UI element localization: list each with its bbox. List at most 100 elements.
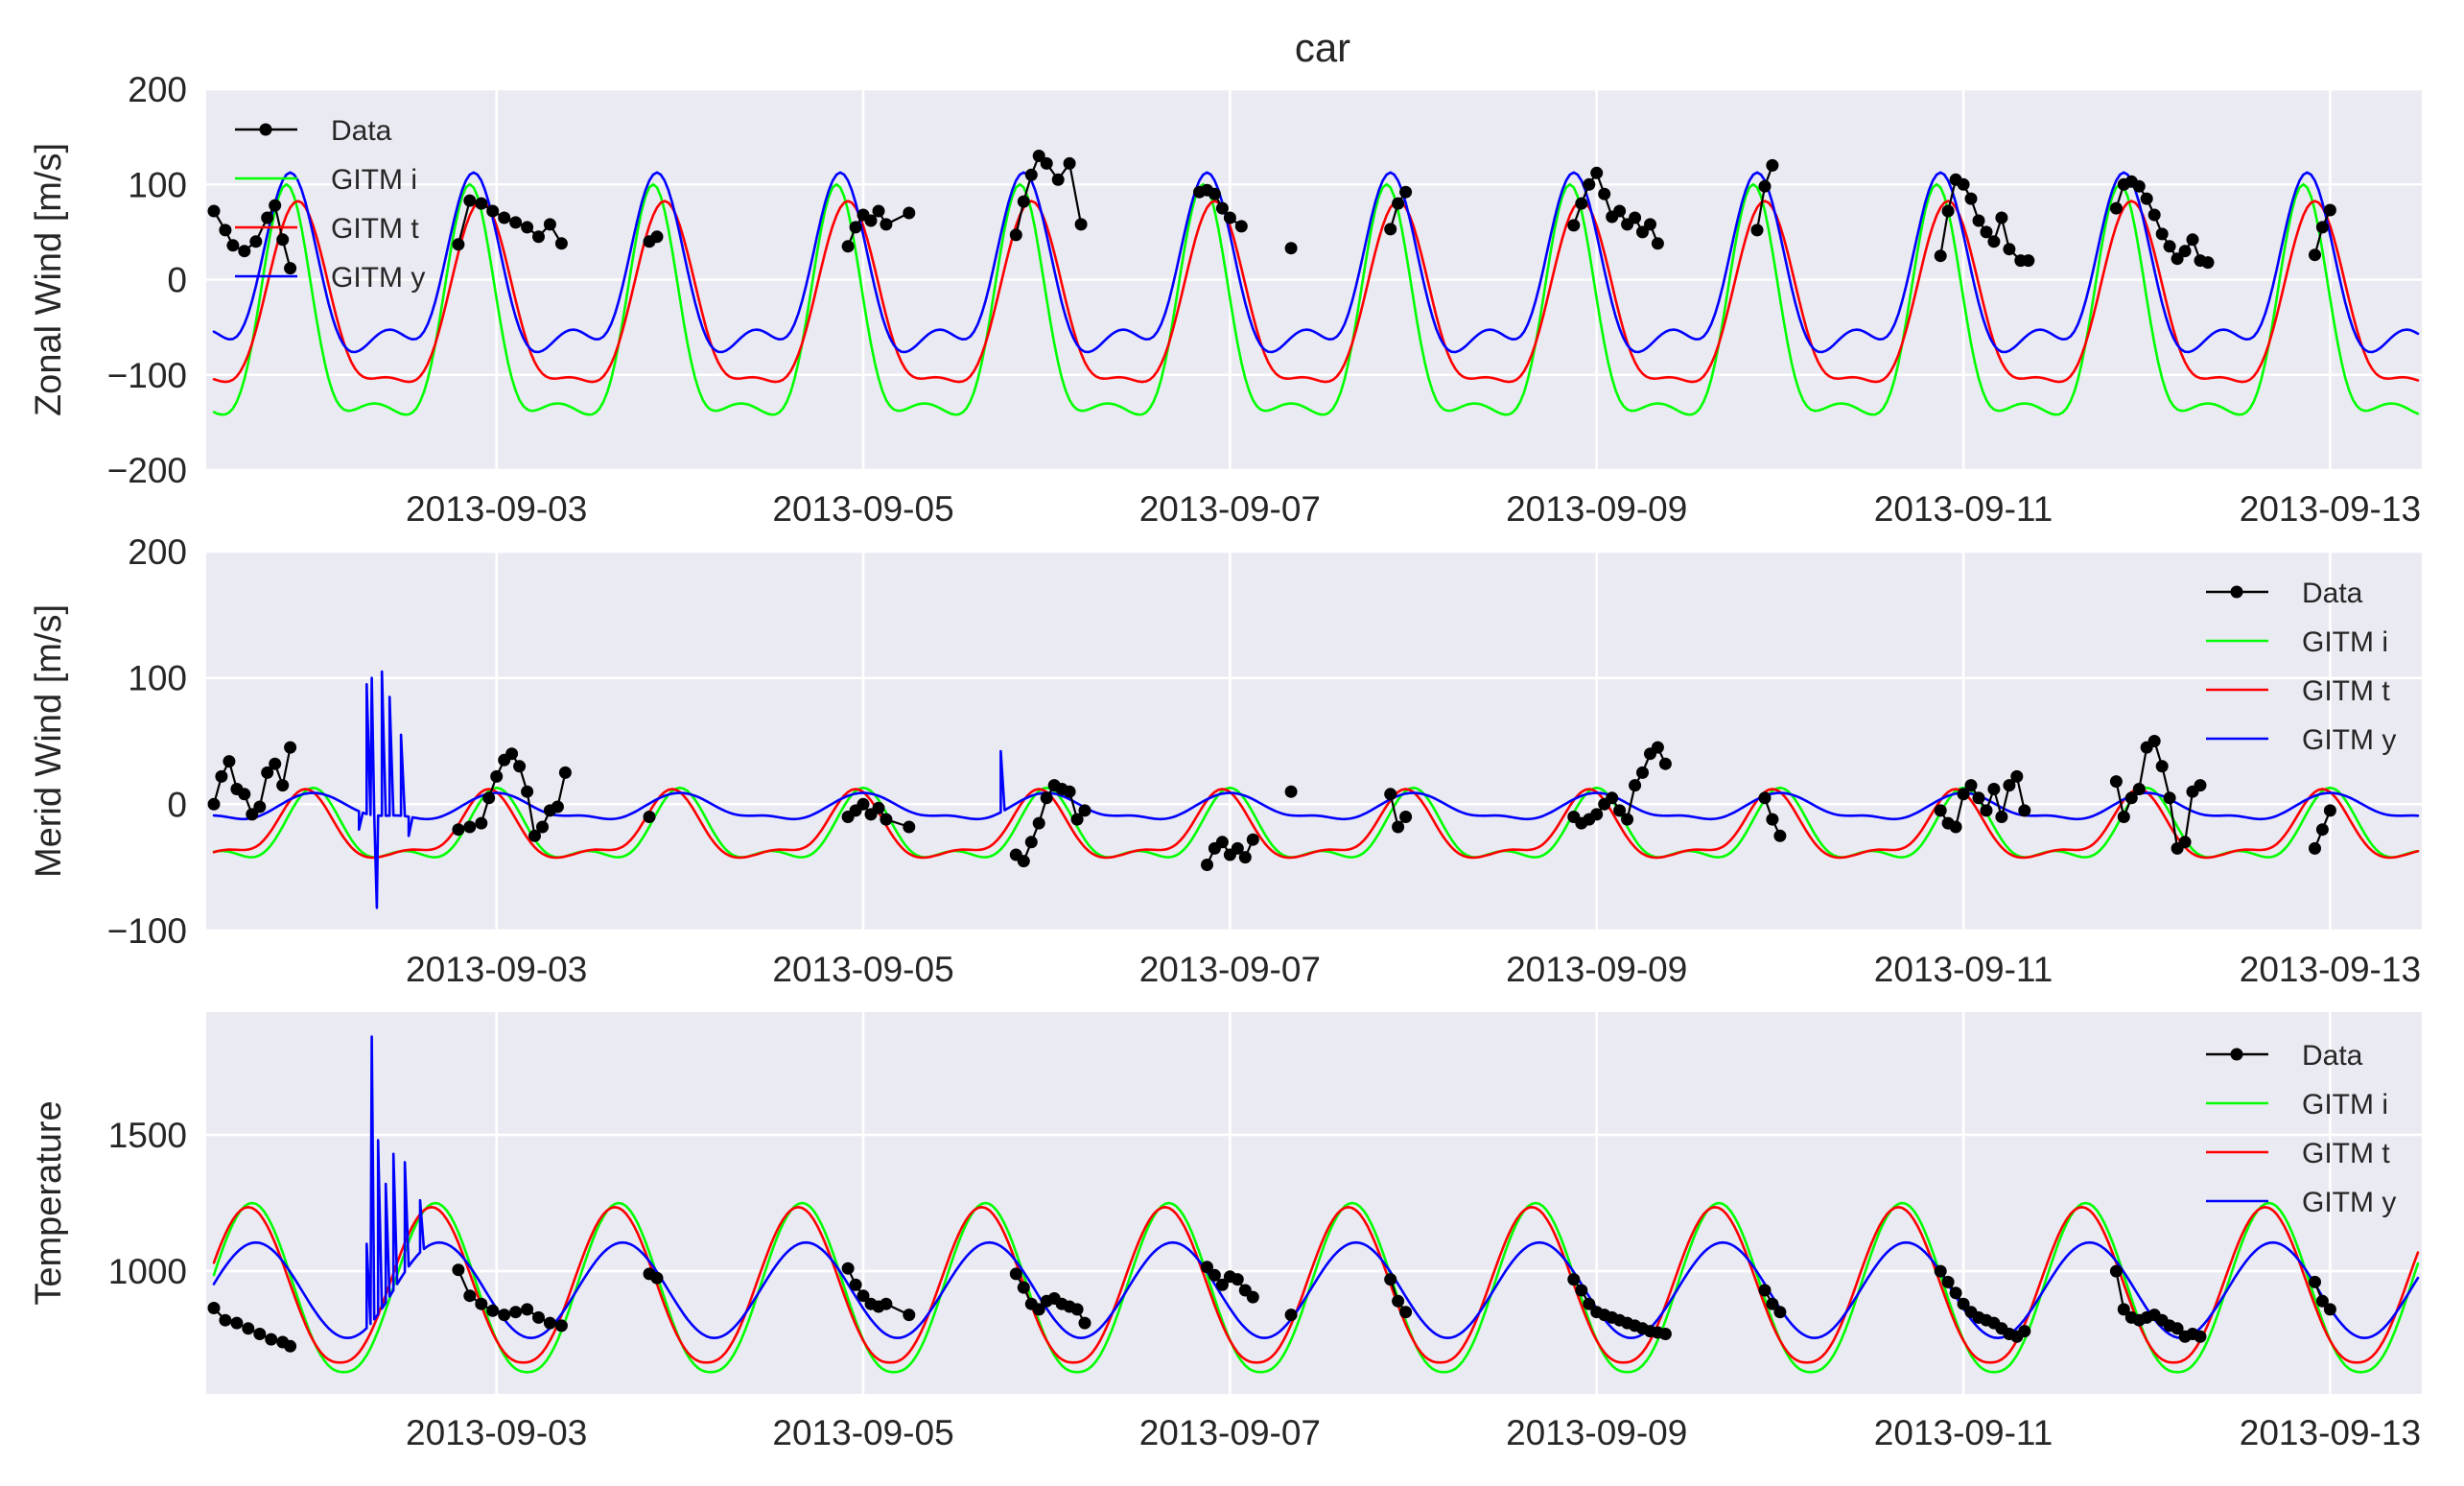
data-point <box>2132 179 2146 193</box>
data-point <box>1957 1297 1970 1310</box>
data-point <box>1758 1284 1772 1297</box>
x-tick-label: 2013-09-05 <box>772 1413 953 1452</box>
data-point <box>1567 219 1581 232</box>
data-point <box>903 206 916 220</box>
plot-area <box>206 1012 2422 1394</box>
data-point <box>1078 804 1091 817</box>
data-point <box>880 813 893 826</box>
data-point <box>1995 811 2008 823</box>
y-tick-label: −100 <box>107 911 187 951</box>
x-tick-label: 2013-09-05 <box>772 489 953 529</box>
plot-area <box>206 552 2422 931</box>
data-point <box>1017 195 1030 208</box>
data-point <box>1070 1303 1084 1316</box>
data-point <box>269 757 282 770</box>
data-point <box>1934 1264 1947 1278</box>
data-point <box>1399 811 1413 823</box>
x-tick-label: 2013-09-13 <box>2240 950 2421 989</box>
data-point <box>1215 201 1229 215</box>
data-point <box>2315 823 2329 837</box>
data-point <box>276 233 290 247</box>
data-point <box>1590 166 1604 179</box>
data-point <box>1040 156 1053 170</box>
data-point <box>207 797 221 811</box>
data-point <box>1208 187 1221 200</box>
data-point <box>230 1316 244 1330</box>
data-point <box>2140 192 2153 205</box>
series-group <box>207 670 2420 909</box>
line-gitm-y <box>212 670 2420 909</box>
data-point <box>249 235 263 248</box>
data-point <box>452 823 465 837</box>
x-tick-label: 2013-09-03 <box>406 1413 587 1452</box>
data-point <box>486 204 500 218</box>
data-point <box>2109 1264 2123 1278</box>
data-point <box>1399 185 1413 199</box>
data-point <box>2315 1294 2329 1308</box>
data-point <box>880 218 893 231</box>
data-point <box>261 766 274 779</box>
data-point <box>1567 1273 1581 1286</box>
data-point <box>1644 218 1656 231</box>
data-point <box>1606 791 1619 805</box>
data-line-segment <box>1015 784 1087 862</box>
data-point <box>2117 1303 2130 1316</box>
data-point <box>857 1289 870 1303</box>
line-gitm-y <box>212 1035 2420 1339</box>
data-point <box>1009 228 1022 242</box>
data-point <box>1017 1281 1030 1294</box>
data-point <box>463 194 477 207</box>
x-tick-label: 2013-09-11 <box>1874 950 2053 989</box>
data-point <box>1246 1290 1259 1304</box>
data-point <box>2309 1275 2321 1288</box>
y-axis-title: Temperature <box>29 1100 69 1305</box>
data-point <box>2163 240 2176 253</box>
data-point <box>498 1309 511 1322</box>
data-point <box>1384 223 1397 236</box>
data-point <box>521 221 534 234</box>
data-point <box>1651 741 1664 754</box>
data-point <box>643 811 656 823</box>
data-point <box>1392 820 1405 834</box>
data-point <box>1613 204 1627 218</box>
data-point <box>2309 841 2321 855</box>
data-point <box>1231 841 1244 855</box>
legend-label-gitm-t: GITM t <box>2302 1138 2390 1169</box>
data-point <box>2124 791 2138 805</box>
data-point <box>238 788 251 801</box>
data-point <box>1032 150 1045 162</box>
data-point <box>2010 769 2024 783</box>
data-point <box>849 1278 862 1291</box>
data-point <box>2109 201 2123 215</box>
x-tick-label: 2013-09-07 <box>1139 950 1321 989</box>
legend-label-gitm-t: GITM t <box>2302 675 2390 707</box>
data-point <box>463 1289 477 1303</box>
x-tick-label: 2013-09-09 <box>1506 950 1687 989</box>
data-point <box>880 1297 893 1310</box>
data-point <box>521 785 534 798</box>
data-point <box>505 747 519 761</box>
legend-label-gitm-i: GITM i <box>331 164 417 196</box>
data-point <box>242 1322 255 1335</box>
data-point <box>2018 804 2031 817</box>
data-point <box>1949 820 1962 834</box>
y-tick-label: 100 <box>128 659 187 698</box>
data-point <box>1980 804 1993 817</box>
data-point <box>1399 1306 1413 1319</box>
data-point <box>1972 791 1985 805</box>
data-point <box>1032 816 1045 830</box>
data-point <box>1766 1297 1779 1310</box>
data-point <box>1766 158 1779 172</box>
data-point <box>1063 785 1076 798</box>
data-point <box>219 224 232 237</box>
data-point <box>2022 254 2035 268</box>
data-point <box>2109 775 2123 789</box>
y-tick-label: 100 <box>128 165 187 204</box>
y-axis-title: Zonal Wind [m/s] <box>29 143 69 416</box>
x-tick-label: 2013-09-11 <box>1874 1413 2053 1452</box>
data-point <box>261 211 274 224</box>
data-point <box>1590 808 1604 821</box>
data-point <box>1636 225 1649 239</box>
data-point <box>223 755 236 768</box>
data-point <box>536 820 549 834</box>
